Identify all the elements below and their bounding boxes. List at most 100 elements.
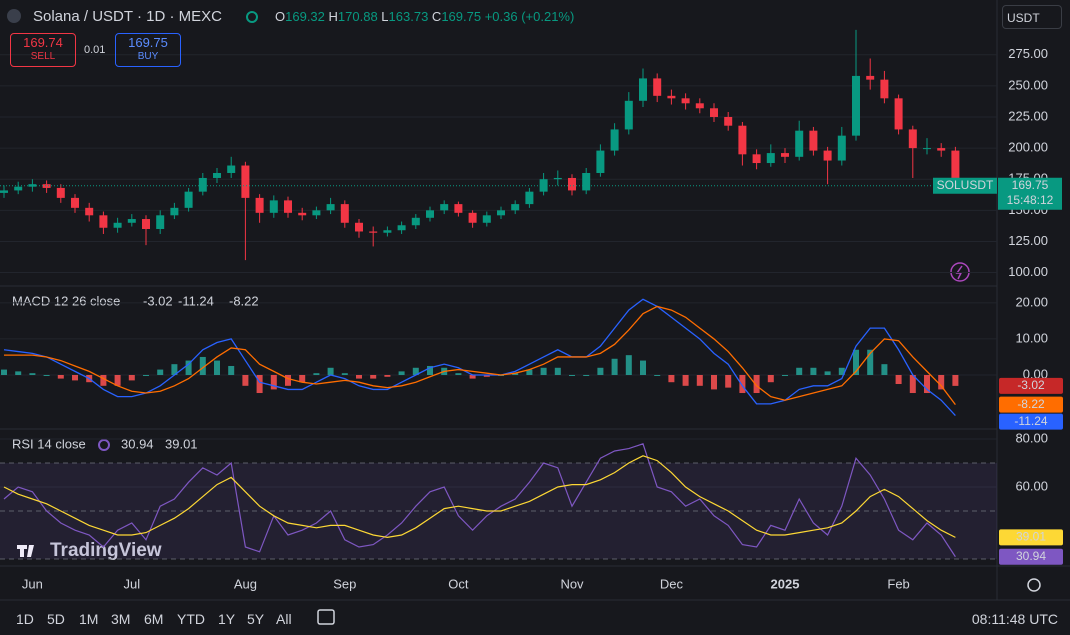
histogram-bar: [696, 374, 703, 386]
value-tag-bg: [999, 548, 1063, 565]
histogram-bar: [299, 374, 306, 383]
histogram-bar: [739, 374, 746, 394]
candle-body: [99, 215, 108, 228]
histogram-bar: [824, 371, 831, 375]
histogram-bar: [569, 374, 575, 376]
histogram-bar: [242, 374, 249, 386]
value-tag: 30.94: [1016, 549, 1046, 563]
candle-body: [724, 116, 733, 126]
buy-button[interactable]: 169.75 BUY: [115, 33, 181, 67]
range-button[interactable]: 5Y: [247, 611, 265, 627]
candle-body: [596, 150, 605, 173]
rsi-line: [3, 443, 956, 558]
x-tick-label: Jul: [123, 576, 140, 591]
histogram-bar: [15, 371, 22, 375]
candle-body: [284, 200, 292, 213]
candle-body: [326, 204, 335, 211]
candle-body: [880, 79, 889, 99]
candle-body: [184, 191, 193, 208]
value-tag-bg: [999, 529, 1063, 546]
histogram-bar: [29, 373, 36, 375]
histogram-bar: [597, 367, 604, 375]
y-tick-label: 225.00: [1008, 108, 1048, 123]
y-tick-label: 80.00: [1015, 430, 1048, 445]
candle-body: [511, 204, 520, 211]
histogram-bar: [341, 373, 348, 375]
range-button[interactable]: All: [276, 611, 292, 627]
currency-select[interactable]: USDT: [1002, 5, 1062, 29]
range-button[interactable]: 6M: [144, 611, 164, 627]
candle-body: [468, 212, 477, 223]
chart-title: Solana / USDT · 1D · MEXC: [33, 8, 222, 25]
histogram-bar: [867, 349, 874, 375]
candle-body: [426, 210, 434, 218]
histogram-bar: [853, 349, 859, 375]
countdown: 15:48:12: [1007, 193, 1054, 207]
candle-body: [113, 222, 122, 228]
histogram-bar: [43, 374, 50, 376]
histogram-bar: [753, 374, 760, 394]
candle-body: [85, 207, 94, 216]
y-tick-label: 20.00: [1015, 294, 1048, 309]
symbol-tag-bg: [933, 177, 997, 194]
candle-body: [56, 187, 65, 198]
macd-line: [4, 305, 956, 406]
ohlc-label: O: [275, 9, 286, 24]
value-tag: 39.01: [1016, 530, 1046, 544]
range-button[interactable]: 1D: [16, 611, 34, 627]
ohlc-value: 169.32: [285, 9, 325, 24]
histogram-bar: [157, 369, 164, 375]
candle-body: [369, 231, 378, 233]
candle-body: [951, 150, 960, 186]
candle-body: [738, 125, 747, 155]
y-tick-label: 0.00: [1023, 366, 1048, 381]
calendar-icon[interactable]: [317, 609, 335, 625]
sell-label: SELL: [30, 51, 56, 62]
value-tag-bg: [999, 377, 1063, 394]
histogram-bar: [640, 360, 646, 375]
histogram-bar: [100, 374, 107, 386]
histogram-bar: [313, 373, 320, 375]
range-button[interactable]: YTD: [177, 611, 205, 627]
histogram-bar: [469, 374, 476, 379]
candle-body: [639, 78, 647, 101]
histogram-bar: [285, 374, 291, 386]
legend-value: -8.22: [229, 293, 259, 308]
histogram-bar: [171, 364, 178, 375]
histogram-bar: [838, 367, 845, 375]
range-button[interactable]: 1Y: [218, 611, 236, 627]
candle-body: [298, 212, 307, 216]
x-tick-label: Feb: [887, 576, 909, 591]
histogram-bar: [881, 364, 888, 375]
histogram-bar: [370, 374, 377, 379]
histogram-bar: [214, 360, 220, 375]
indicator-icon: [98, 439, 110, 451]
candle-body: [355, 222, 363, 232]
candle-body: [383, 230, 392, 233]
histogram-bar: [256, 374, 263, 394]
histogram-bar: [185, 360, 192, 375]
legend-value: 39.01: [165, 436, 198, 451]
event-icon[interactable]: [950, 262, 970, 282]
sell-button[interactable]: 169.74 SELL: [10, 33, 76, 67]
candle-body: [710, 108, 718, 117]
candle-body: [340, 204, 349, 223]
candle-body: [241, 165, 250, 198]
value-tag-bg: [999, 413, 1063, 430]
histogram-bar: [57, 374, 64, 379]
range-button[interactable]: 5D: [47, 611, 65, 627]
value-tag: -3.02: [1017, 378, 1045, 392]
y-tick-label: 200.00: [1008, 140, 1048, 155]
value-tag-bg: [999, 396, 1063, 413]
settings-icon[interactable]: [1027, 578, 1041, 592]
candle-body: [0, 190, 8, 193]
histogram-bar: [796, 367, 803, 375]
range-button[interactable]: 1M: [79, 611, 99, 627]
range-button[interactable]: 3M: [111, 611, 131, 627]
candle-body: [766, 153, 775, 164]
histogram-bar: [725, 374, 732, 388]
ohlc-value: 170.88: [337, 9, 378, 24]
y-tick-label: 60.00: [1015, 478, 1048, 493]
